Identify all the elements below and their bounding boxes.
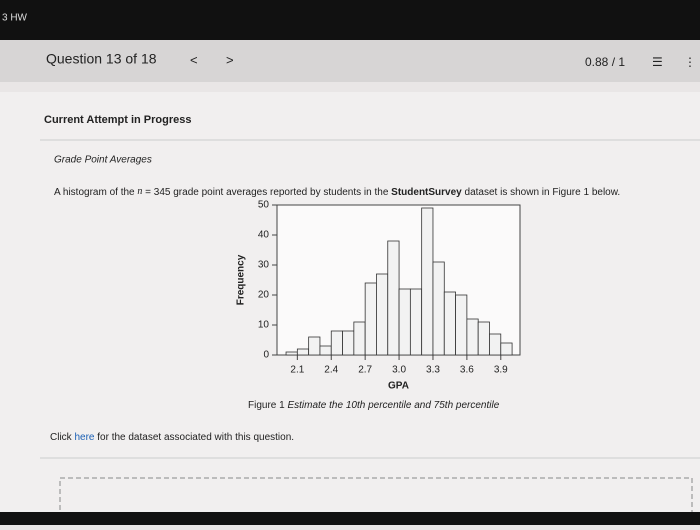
histogram-bar [500,342,513,356]
intro-dataset: StudentSurvey [391,187,462,198]
next-button[interactable]: > [226,52,234,67]
problem-intro: A histogram of the n = 345 grade point a… [54,186,620,197]
histogram-bar [330,330,343,356]
y-axis-label: Frequency [236,254,247,305]
figure-caption: Figure 1 Estimate the 10th percentile an… [248,400,500,411]
x-tick-label: 3.3 [426,365,440,376]
x-tick-label: 3.6 [460,365,474,376]
histogram-bar [409,288,423,356]
dataset-link[interactable]: here [74,432,94,443]
problem-title: Grade Point Averages [54,155,152,166]
histogram-bar [285,351,298,356]
histogram-bar [432,261,445,356]
y-tick-label: 0 [263,350,269,361]
histogram-bar [342,330,355,356]
histogram-bar [466,318,479,356]
histogram-bar [455,294,468,356]
histogram-bar [376,273,389,356]
x-tick-label: 2.1 [290,365,304,376]
histogram-bar [421,207,434,356]
y-tick-label: 40 [258,230,270,241]
histogram: 0 10 20 30 40 50 2.1 2.4 2.7 3.0 3.3 3.6 3.9 GPA Frequ… [236,200,521,392]
x-tick-label: 2.4 [324,365,338,376]
histogram-bar [489,333,502,356]
dataset-text: Click [50,432,74,443]
tab-title: 3 HW [2,13,28,24]
question-bar [0,40,700,82]
top-bar [0,0,700,40]
x-tick-label: 3.0 [392,365,406,376]
prev-button[interactable]: < [190,52,198,67]
histogram-bar [387,240,400,356]
x-axis-label: GPA [388,381,409,392]
histogram-bar [398,288,411,356]
histogram-bar [319,345,332,356]
y-tick-label: 30 [258,260,270,271]
histogram-bar [477,321,490,356]
x-tick-label: 2.7 [358,365,372,376]
dataset-note: Click here for the dataset associated wi… [50,432,294,443]
bottom-bezel [0,512,700,525]
list-icon[interactable]: ☰ [652,55,663,69]
caption-label: Figure 1 [248,400,287,411]
histogram-bar [296,348,310,356]
dataset-text: for the dataset associated with this que… [94,432,294,443]
caption-text: Estimate the 10th percentile and 75th pe… [287,400,499,411]
histogram-bar [443,291,456,356]
question-label: Question 13 of 18 [46,51,157,67]
histogram-bar [308,336,321,356]
y-tick-label: 20 [258,290,270,301]
intro-text: A histogram of the [54,187,137,198]
histogram-bar [353,321,366,356]
intro-text: = 345 grade point averages reported by s… [142,187,391,198]
menu-icon[interactable]: ⋮ [684,55,696,69]
x-tick-label: 3.9 [494,365,508,376]
y-tick-label: 10 [258,320,270,331]
attempt-status: Current Attempt in Progress [44,114,192,126]
y-tick-label: 50 [258,200,270,211]
score: 0.88 / 1 [585,55,625,69]
intro-text: dataset is shown in Figure 1 below. [462,187,620,198]
intro-n: n [137,186,142,197]
histogram-bar [364,282,377,356]
